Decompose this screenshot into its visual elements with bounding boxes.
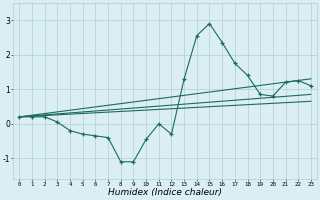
X-axis label: Humidex (Indice chaleur): Humidex (Indice chaleur)	[108, 188, 222, 197]
